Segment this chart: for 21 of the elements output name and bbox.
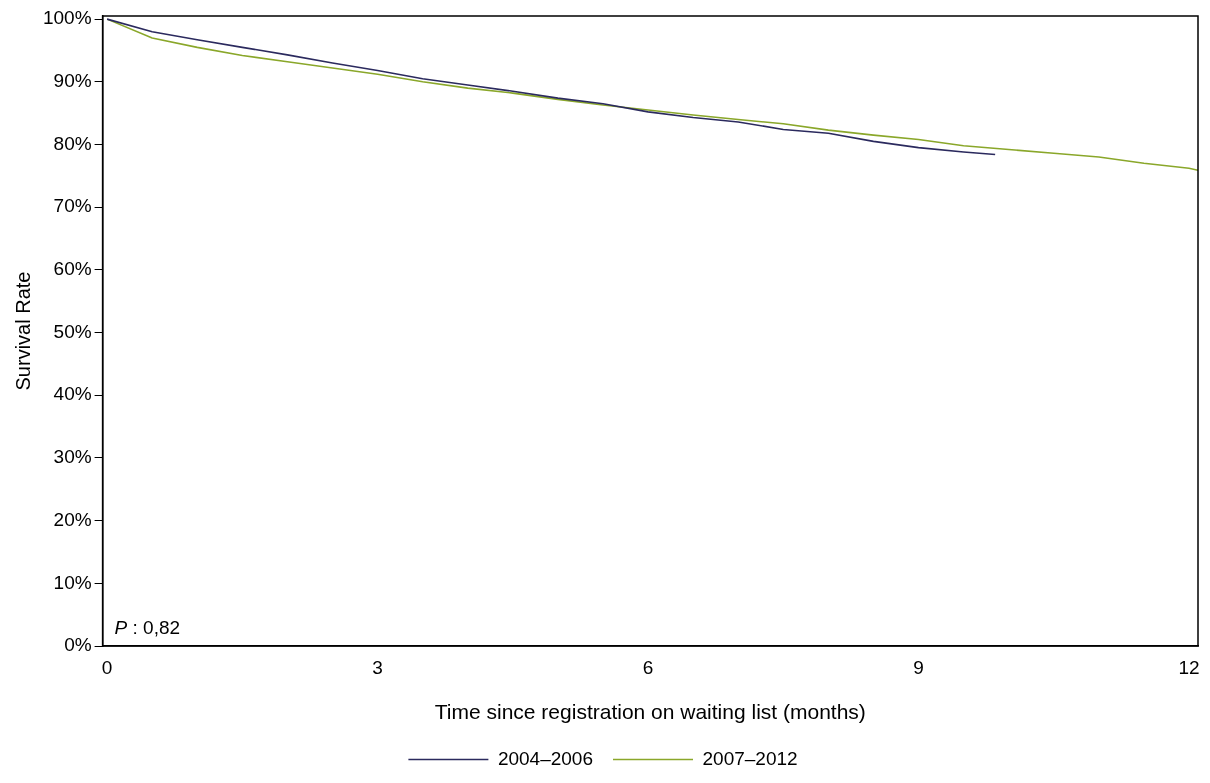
y-tick-label: 70% xyxy=(53,195,92,217)
y-tick-label: 0% xyxy=(64,634,92,656)
x-tick-label: 3 xyxy=(372,656,383,678)
x-tick-label: 6 xyxy=(642,656,654,678)
legend-label: 2004–2006 xyxy=(497,747,594,769)
y-tick-label: 100% xyxy=(42,7,92,29)
y-tick-label: 40% xyxy=(53,383,92,405)
y-tick-label: 20% xyxy=(53,508,92,530)
x-tick-label: 12 xyxy=(1178,656,1200,678)
y-tick-label: 60% xyxy=(53,258,92,280)
y-tick-label: 10% xyxy=(53,571,92,593)
y-axis-title: Survival Rate xyxy=(11,271,34,391)
x-tick-label: 9 xyxy=(913,656,924,678)
y-tick-label: 50% xyxy=(53,320,92,342)
y-tick-label: 80% xyxy=(53,132,92,154)
legend-label: 2007–2012 xyxy=(702,747,798,769)
annotation: P : 0,82 xyxy=(114,617,181,638)
y-tick-label: 90% xyxy=(53,70,92,92)
x-tick-label: 0 xyxy=(101,656,113,678)
x-axis-title: Time since registration on waiting list (months) xyxy=(434,700,866,724)
y-tick-label: 30% xyxy=(53,446,92,468)
